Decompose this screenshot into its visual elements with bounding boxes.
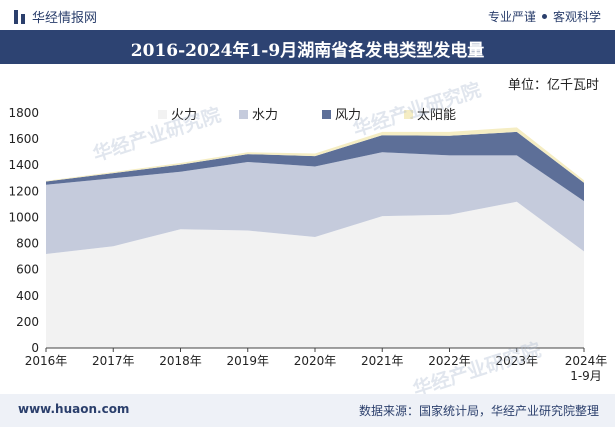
legend-swatch <box>322 110 331 119</box>
x-tick-label: 2021年 <box>361 354 404 368</box>
x-axis: 2016年 2017年 2018年 2019年 2020年 2021年 2022年 2023年… <box>25 347 608 383</box>
legend-swatch <box>158 110 167 119</box>
y-tick-label: 1600 <box>8 132 39 146</box>
x-tick-label: 2020年 <box>294 354 337 368</box>
area-series-solar <box>46 127 584 183</box>
unit-label: 单位：亿千瓦时 <box>507 78 599 93</box>
y-tick-label: 1200 <box>8 184 39 198</box>
area-layers <box>46 127 584 348</box>
y-tick-label: 200 <box>16 315 39 329</box>
legend-label: 太阳能 <box>417 108 456 123</box>
legend-label: 水力 <box>252 108 278 123</box>
legend-swatch <box>239 110 248 119</box>
top-bar: 华经情报网 专业严谨 客观科学 <box>0 0 615 30</box>
legend-item-hydro: 水力 <box>239 108 278 123</box>
legend-swatch <box>404 110 413 119</box>
y-tick-label: 600 <box>16 263 39 277</box>
y-tick-label: 400 <box>16 289 39 303</box>
tagline-right: 客观科学 <box>552 10 601 24</box>
brand-name: 华经情报网 <box>32 11 98 26</box>
area-series-wind <box>46 131 584 202</box>
area-series-thermal <box>46 201 584 348</box>
data-source: 数据来源：国家统计局，华经产业研究院整理 <box>358 404 599 418</box>
y-tick-label: 0 <box>31 341 39 355</box>
legend-label: 风力 <box>335 108 361 123</box>
x-tick-label: 2023年 <box>495 354 538 368</box>
x-tick-label: 2017年 <box>92 354 135 368</box>
legend: 火力 水力 风力 太阳能 <box>158 108 456 123</box>
brand-logo-icon <box>14 9 26 24</box>
tagline: 专业严谨 客观科学 <box>488 8 601 25</box>
y-axis: 0 200 400 600 800 1000 1200 1400 1600 1800 <box>8 106 39 355</box>
legend-item-wind: 风力 <box>322 108 361 123</box>
area-series-hydro <box>46 152 584 254</box>
brand[interactable]: 华经情报网 <box>14 7 97 26</box>
x-tick-label: 2018年 <box>159 354 202 368</box>
y-tick-label: 800 <box>16 237 39 251</box>
title-bar: 2016-2024年1-9月湖南省各发电类型发电量 <box>0 30 615 64</box>
x-tick-label: 2016年 <box>25 354 68 368</box>
tagline-left: 专业严谨 <box>487 10 536 24</box>
chart-title: 2016-2024年1-9月湖南省各发电类型发电量 <box>130 41 485 61</box>
y-tick-label: 1000 <box>8 210 39 224</box>
legend-label: 火力 <box>171 108 197 123</box>
site-link[interactable]: www.huaon.com <box>18 402 130 416</box>
y-tick-label: 1800 <box>8 106 39 120</box>
x-tick-label: 1-9月 <box>570 369 602 383</box>
x-tick-label: 2022年 <box>428 354 471 368</box>
tagline-dot-icon <box>541 14 547 19</box>
x-tick-label: 2024年 <box>565 354 608 368</box>
legend-item-solar: 太阳能 <box>404 108 456 123</box>
x-tick-label: 2019年 <box>226 354 269 368</box>
footer: www.huaon.com 数据来源：国家统计局，华经产业研究院整理 <box>0 394 615 427</box>
y-tick-label: 1400 <box>8 158 39 172</box>
legend-item-thermal: 火力 <box>158 108 197 123</box>
